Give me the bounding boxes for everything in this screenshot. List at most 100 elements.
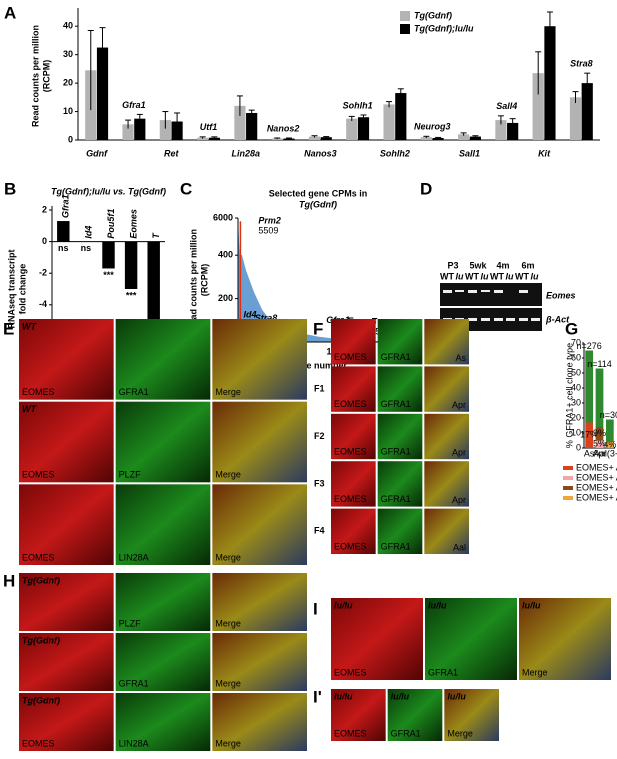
channel-label: PLZF xyxy=(119,470,142,480)
panel-letter: D xyxy=(420,179,432,198)
y-tick-label: 20 xyxy=(63,77,73,87)
y-tick-label: -2 xyxy=(39,268,47,278)
bar xyxy=(346,118,358,140)
chart-title: Selected gene CPMs in xyxy=(269,188,368,198)
channel-label: EOMES xyxy=(334,494,367,504)
y-tick-label: 70 xyxy=(571,337,581,347)
y-axis-label: Read counts per million xyxy=(188,229,198,331)
bar xyxy=(234,105,246,140)
bar xyxy=(171,121,183,140)
micrograph xyxy=(115,484,211,565)
y-axis-label: Read counts per million xyxy=(30,25,40,127)
gel-lane: lu xyxy=(481,271,490,281)
gel-lane: lu xyxy=(456,271,465,281)
bar xyxy=(383,104,395,140)
x-tick-label: Gdnf xyxy=(86,148,108,158)
bar xyxy=(507,122,519,140)
y-tick-label: 50 xyxy=(571,367,581,377)
bar xyxy=(432,138,444,140)
x-axis-label: Gene number xyxy=(289,360,348,370)
micrograph xyxy=(19,573,114,631)
chart-title: Tg(Gdnf) xyxy=(299,199,337,209)
legend-swatch xyxy=(563,476,573,480)
gel-lane: WT xyxy=(440,271,454,281)
y-tick-label: 40 xyxy=(63,21,73,31)
channel-label: PLZF xyxy=(119,618,142,628)
channel-label: GFRA1 xyxy=(381,541,411,551)
bar xyxy=(197,137,209,140)
micrograph xyxy=(331,319,376,365)
micrograph xyxy=(212,319,307,400)
channel-label: EOMES xyxy=(22,552,55,562)
row-label: F1 xyxy=(314,383,325,393)
channel-label: Merge xyxy=(522,667,548,677)
y-axis-label: RNAseq transcript xyxy=(6,249,16,328)
y-tick-label: 400 xyxy=(218,250,233,260)
legend-swatch xyxy=(563,496,573,500)
y-tick-label: 0 xyxy=(42,236,47,246)
value-label: 9% xyxy=(593,428,606,438)
x-tick-label: Nanos3 xyxy=(304,148,337,158)
panel-letter: C xyxy=(180,179,192,198)
micrograph xyxy=(377,461,423,507)
y-tick-label: 60 xyxy=(571,352,581,362)
y-tick-label: 0 xyxy=(576,442,581,452)
x-tick-label: Sohlh1 xyxy=(343,100,373,110)
micrograph xyxy=(115,319,211,400)
x-tick-label: T xyxy=(151,232,161,239)
x-tick-label: Gfra1 xyxy=(122,100,146,110)
bar xyxy=(208,137,220,140)
row-label: F3 xyxy=(314,478,325,488)
bar-annotation: *** xyxy=(126,290,137,300)
micrograph xyxy=(377,366,423,412)
channel-label: EOMES xyxy=(334,541,367,551)
gel-group: P3 xyxy=(447,260,458,270)
bar xyxy=(495,120,507,140)
channel-label: Merge xyxy=(447,728,473,738)
channel-label: EOMES xyxy=(334,728,367,738)
bar xyxy=(458,134,470,140)
gene-name: Id4 xyxy=(243,310,256,320)
micrograph xyxy=(424,508,469,554)
bar xyxy=(159,120,171,140)
micrograph xyxy=(212,633,307,691)
genotype-label: lu/lu xyxy=(428,600,447,610)
y-axis-label: (RCPM) xyxy=(199,264,209,297)
micrograph xyxy=(331,366,376,412)
channel-label: GFRA1 xyxy=(381,399,411,409)
micrograph xyxy=(331,689,386,741)
bar xyxy=(469,136,481,140)
channel-label: GFRA1 xyxy=(119,387,149,397)
x-tick-label: Stra8 xyxy=(570,59,593,69)
micrograph xyxy=(115,693,211,751)
gel-lane: WT xyxy=(490,271,504,281)
y-tick-label: 20 xyxy=(571,412,581,422)
legend-label: Tg(Gdnf) xyxy=(414,10,452,20)
micrograph xyxy=(424,461,469,507)
micrograph xyxy=(424,413,469,460)
gel-group: 6m xyxy=(521,260,534,270)
genotype-label: lu/lu xyxy=(522,600,541,610)
clone-label: Apr xyxy=(452,400,466,410)
micrograph xyxy=(115,401,211,483)
channel-label: EOMES xyxy=(334,352,367,362)
micrograph xyxy=(212,484,307,565)
x-tick-label: Ret xyxy=(164,148,180,158)
x-tick-label: Utf1 xyxy=(200,122,218,132)
bar xyxy=(96,47,109,140)
y-tick-label: -4 xyxy=(39,299,47,309)
channel-label: Merge xyxy=(215,470,241,480)
channel-label: GFRA1 xyxy=(428,667,458,677)
genotype-label: lu/lu xyxy=(391,691,410,701)
bar xyxy=(569,97,582,140)
y-tick-label: 6000 xyxy=(213,212,233,222)
genotype-label: lu/lu xyxy=(447,691,466,701)
micrograph xyxy=(19,319,114,400)
value-label: 17% xyxy=(580,430,598,440)
channel-label: LIN28A xyxy=(119,552,149,562)
bar xyxy=(320,137,332,140)
x-tick-label: Eomes xyxy=(128,209,138,239)
channel-label: GFRA1 xyxy=(391,728,421,738)
legend-label: EOMES+ Apr (2 of 2) xyxy=(576,482,617,492)
